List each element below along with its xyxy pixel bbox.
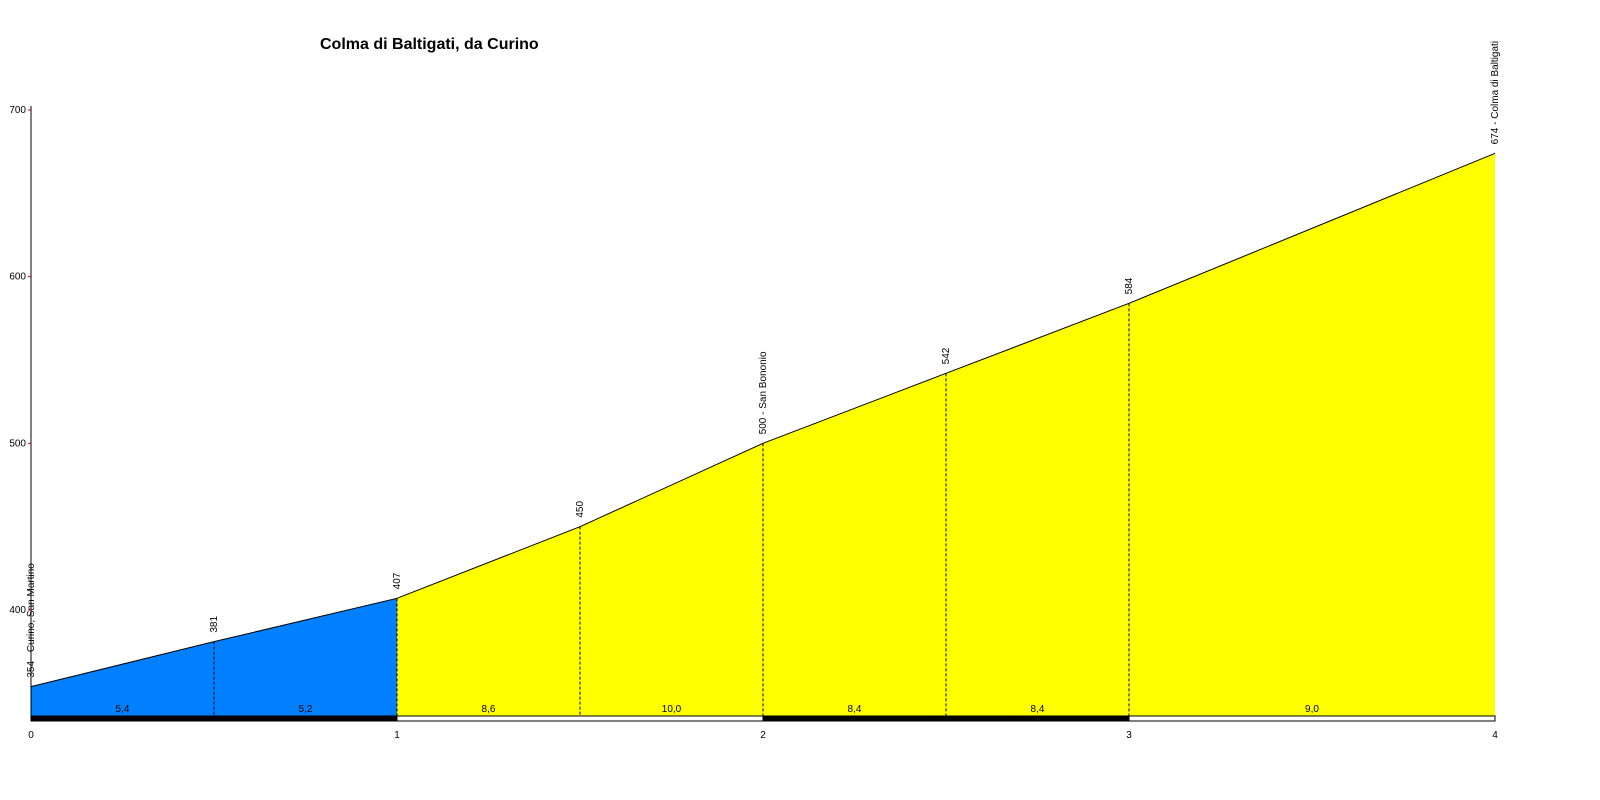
y-tick-label-1: 500 [9, 438, 26, 449]
point-label-4: 500 - San Bononio [758, 351, 769, 434]
profile-segment-3 [580, 443, 763, 719]
y-tick-label-0: 400 [9, 605, 26, 616]
km-bar-2 [762, 715, 1130, 722]
profile-segment-4 [763, 373, 946, 719]
km-bar-1 [396, 715, 764, 722]
profile-segment-6 [1129, 153, 1495, 720]
x-tick-label-0: 0 [28, 730, 34, 741]
point-label-3: 450 [575, 501, 586, 518]
x-tick-label-2: 2 [760, 730, 766, 741]
km-bar-3 [1128, 715, 1496, 722]
x-tick-label-4: 4 [1492, 730, 1498, 741]
point-label-1: 381 [209, 616, 220, 633]
profile-segment-0 [31, 641, 214, 719]
point-label-6: 584 [1124, 277, 1135, 294]
gradient-label-5: 8,4 [1031, 704, 1045, 715]
x-tick-label-1: 1 [394, 730, 400, 741]
x-tick-label-3: 3 [1126, 730, 1132, 741]
y-tick-label-2: 600 [9, 272, 26, 283]
point-label-7: 674 - Colma di Baltigati [1490, 41, 1501, 144]
point-label-2: 407 [392, 572, 403, 589]
chart-title: Colma di Baltigati, da Curino [320, 36, 539, 53]
gradient-label-6: 9,0 [1305, 704, 1319, 715]
gradient-label-3: 10,0 [662, 704, 682, 715]
y-tick-label-3: 700 [9, 105, 26, 116]
gradient-label-0: 5,4 [116, 704, 130, 715]
gradient-label-1: 5,2 [299, 704, 313, 715]
profile-segment-2 [397, 526, 580, 719]
point-label-5: 542 [941, 347, 952, 364]
profile-segment-5 [946, 303, 1129, 719]
profile-line [30, 152, 1496, 688]
profile-segment-1 [214, 598, 397, 719]
gradient-label-2: 8,6 [482, 704, 496, 715]
point-label-0: 354 - Curino, San Martino [26, 563, 37, 678]
gradient-label-4: 8,4 [848, 704, 862, 715]
km-bar-0 [30, 715, 398, 722]
